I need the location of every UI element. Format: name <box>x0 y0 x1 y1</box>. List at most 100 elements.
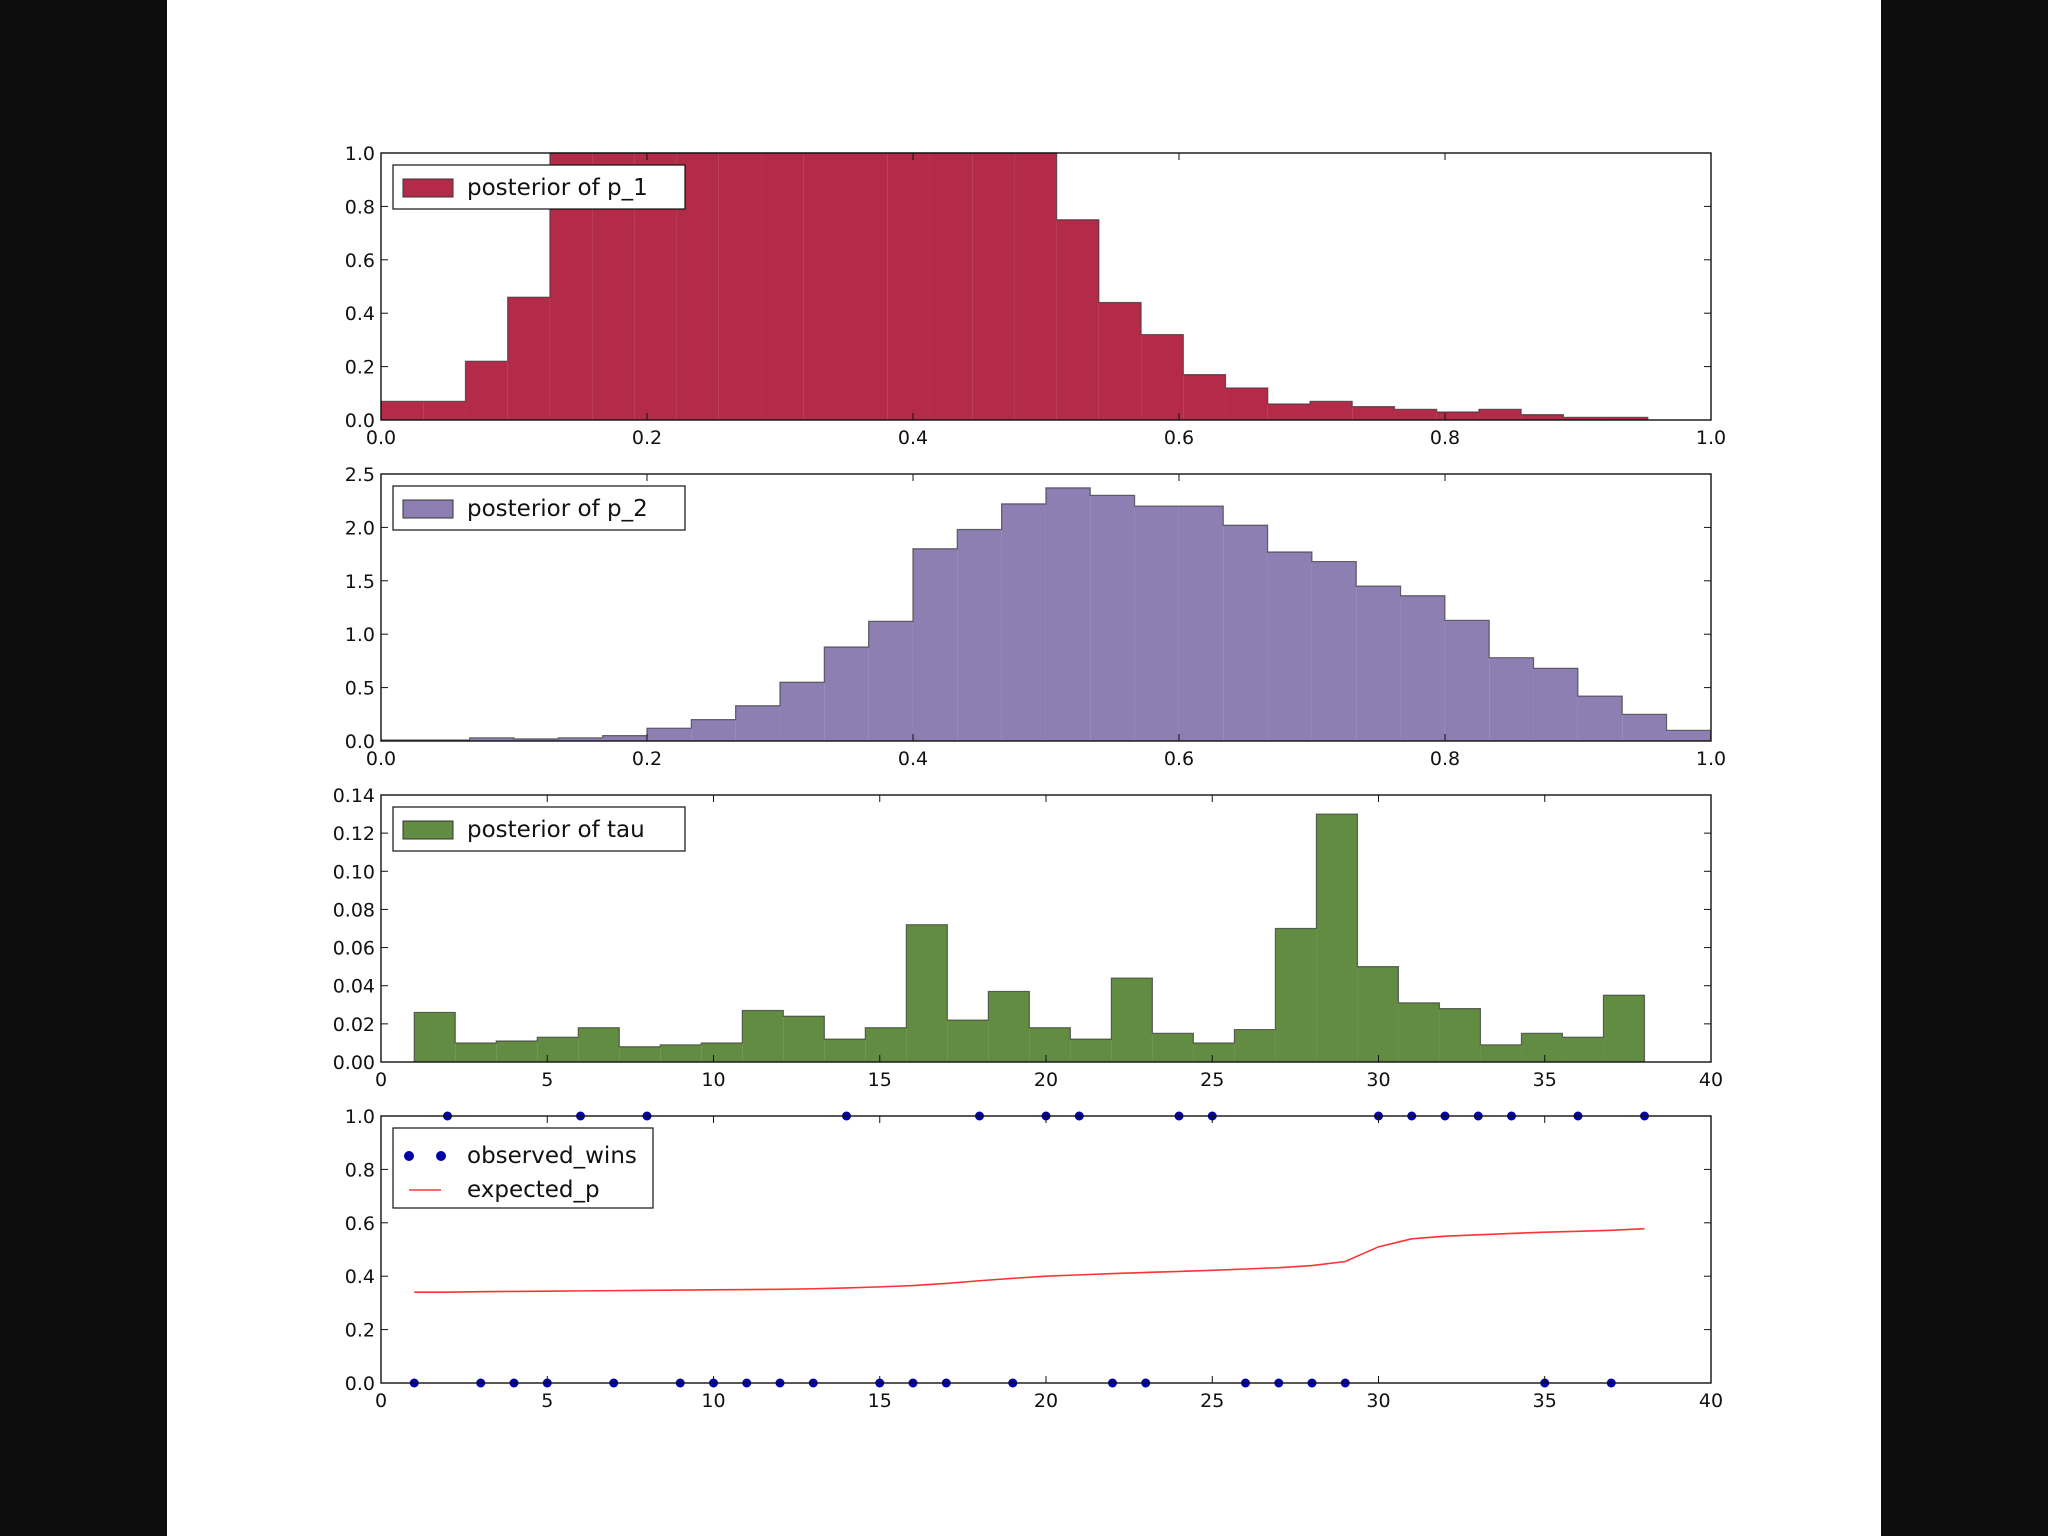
hist-bar <box>1311 561 1357 741</box>
hist-bar <box>1234 1029 1276 1062</box>
x-tick-label: 10 <box>701 1390 725 1412</box>
hist-bar <box>1605 417 1648 420</box>
legend-box <box>392 1127 654 1209</box>
hist-bar <box>1394 409 1437 420</box>
y-tick-label: 2.5 <box>345 464 375 486</box>
x-tick-label: 0 <box>375 1390 387 1412</box>
hist-bar <box>1223 525 1268 741</box>
hist-bar <box>761 153 804 420</box>
legend-swatch <box>402 499 454 519</box>
hist-bar <box>735 705 780 741</box>
hist-bar <box>803 153 846 420</box>
legend: posterior of p_1 <box>392 164 686 210</box>
hist-bar <box>988 991 1030 1062</box>
hist-bar <box>1316 814 1358 1062</box>
hist-bar <box>865 1027 907 1062</box>
hist-bar <box>1533 668 1578 741</box>
hist-bar <box>718 153 762 420</box>
hist-bar <box>1521 1033 1563 1062</box>
hist-bar <box>845 153 888 420</box>
hist-bar <box>1577 696 1623 741</box>
x-tick-label: 0.2 <box>632 748 662 770</box>
hist-bar <box>469 737 514 741</box>
hist-bar <box>1029 1027 1071 1062</box>
legend-label: posterior of tau <box>467 817 645 843</box>
y-tick-label: 0.0 <box>345 1373 375 1395</box>
hist-bar <box>1356 586 1401 741</box>
x-tick-label: 1.0 <box>1696 748 1726 770</box>
y-tick-label: 0.08 <box>333 899 375 921</box>
hist-bar <box>1152 1033 1194 1062</box>
hist-bar <box>929 153 973 420</box>
hist-bar <box>1480 1044 1522 1062</box>
x-tick-label: 0.4 <box>898 427 928 449</box>
line-expected_p <box>414 1227 1645 1294</box>
x-tick-label: 0 <box>375 1069 387 1091</box>
hist-bar <box>691 719 736 741</box>
legend: posterior of p_2 <box>392 485 686 531</box>
x-tick-label: 1.0 <box>1696 427 1726 449</box>
hist-bar <box>1045 487 1091 741</box>
hist-bar <box>1444 620 1490 741</box>
hist-bar <box>1090 495 1135 741</box>
y-tick-label: 0.02 <box>333 1014 375 1036</box>
histogram-bars <box>381 487 1711 741</box>
hist-bar <box>537 1037 579 1062</box>
hist-bar <box>602 735 647 741</box>
legend-swatch <box>402 820 454 840</box>
y-tick-label: 0.06 <box>333 938 375 960</box>
hist-bar <box>1439 1008 1481 1062</box>
x-tick-label: 40 <box>1699 1069 1723 1091</box>
legend-point-marker <box>436 1151 446 1161</box>
hist-bar <box>1352 406 1395 420</box>
legend-swatch <box>402 178 454 198</box>
y-tick-label: 0.2 <box>345 1320 375 1342</box>
hist-bar <box>1521 414 1564 420</box>
y-tick-label: 0.4 <box>345 1266 375 1288</box>
legend: posterior of tau <box>392 806 686 852</box>
x-tick-label: 35 <box>1533 1069 1557 1091</box>
hist-bar <box>1310 401 1353 420</box>
y-tick-label: 1.0 <box>345 1106 375 1128</box>
subplot-wins: 0 5 10 15 20 25 30 35 40 0.0 0.2 0.4 0.6 0.8 1.0 observ… <box>345 1106 1723 1412</box>
subplot-tau: 0 5 10 15 20 25 30 35 40 0.00 0.02 0.04 0.06 0.08 0.10… <box>333 785 1723 1091</box>
legend-label-expected-p: expected_p <box>467 1177 600 1203</box>
hist-bar <box>1267 551 1312 741</box>
hist-bar <box>496 1041 538 1062</box>
hist-bar <box>868 621 913 741</box>
x-tick-label: 0.6 <box>1164 748 1194 770</box>
subplot-p2: 0.0 0.2 0.4 0.6 0.8 1.0 0.0 0.5 1.0 1.5 2.0 2.5 post… <box>345 464 1726 770</box>
hist-bar <box>824 647 869 741</box>
hist-bar <box>1098 302 1142 420</box>
figure-canvas: 0.0 0.2 0.4 0.6 0.8 1.0 0.0 0.2 0.4 0.6 0.8 1.0 post… <box>167 0 1881 1536</box>
hist-bar <box>742 1010 784 1062</box>
hist-bar <box>1183 374 1226 420</box>
hist-bar <box>1193 1042 1235 1062</box>
hist-bar <box>701 1042 743 1062</box>
legend-label: posterior of p_1 <box>467 175 648 201</box>
x-tick-label: 25 <box>1200 1069 1224 1091</box>
y-tick-label: 1.0 <box>345 624 375 646</box>
legend-label: posterior of p_2 <box>467 496 648 522</box>
y-tick-label: 0.0 <box>345 731 375 753</box>
y-tick-label: 0.6 <box>345 1213 375 1235</box>
hist-bar <box>1275 928 1317 1062</box>
legend-box <box>392 485 686 531</box>
hist-bar <box>1111 978 1153 1062</box>
y-tick-label: 0.04 <box>333 976 375 998</box>
y-tick-label: 0.00 <box>333 1052 375 1074</box>
hist-bar <box>1398 1002 1440 1062</box>
hist-bar <box>1070 1039 1112 1062</box>
x-tick-label: 0.6 <box>1164 427 1194 449</box>
hist-bar <box>887 153 930 420</box>
hist-bar <box>1603 995 1645 1062</box>
hist-bar <box>1562 1037 1604 1062</box>
hist-bar <box>1001 503 1046 741</box>
subplot-p1: 0.0 0.2 0.4 0.6 0.8 1.0 0.0 0.2 0.4 0.6 0.8 1.0 post… <box>345 143 1726 449</box>
hist-bar <box>779 682 825 741</box>
hist-outline <box>413 813 1646 1062</box>
hist-bar <box>455 1042 497 1062</box>
y-tick-label: 0.4 <box>345 303 375 325</box>
x-tick-label: 0.4 <box>898 748 928 770</box>
axes-frame <box>380 152 1712 421</box>
